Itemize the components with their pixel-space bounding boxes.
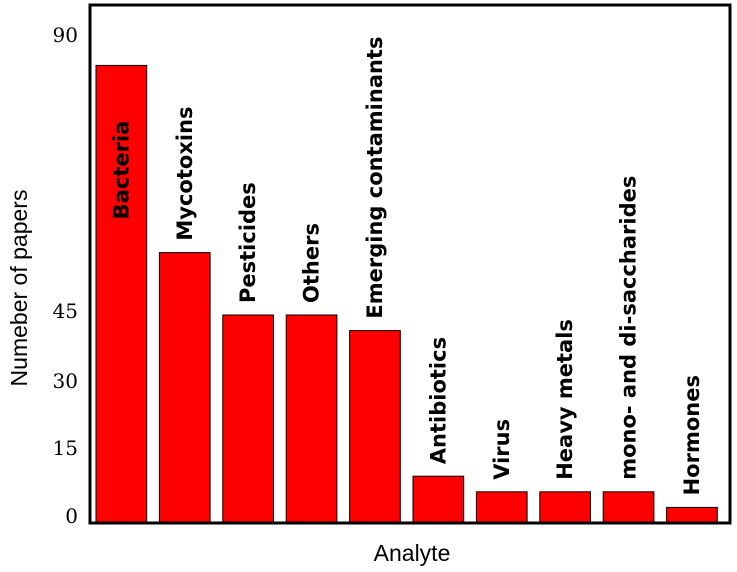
y-tick-0: 0 [65, 504, 78, 528]
y-tick-2: 30 [53, 369, 78, 393]
bar-9 [666, 506, 718, 524]
y-tick-4: 90 [53, 23, 78, 47]
bar-label-4: Emerging contaminants [363, 37, 387, 319]
bar-label-7: Heavy metals [553, 319, 577, 480]
bar-6 [475, 491, 528, 524]
bars [95, 64, 718, 524]
bar-2 [222, 314, 275, 524]
bar-label-0: Bacteria [109, 121, 133, 220]
bar-label-9: Hormones [680, 375, 704, 495]
bar-7 [539, 491, 591, 524]
y-tick-3: 45 [53, 299, 78, 323]
bar-1 [158, 252, 211, 524]
y-axis-title: Numeber of papers [6, 190, 32, 387]
x-axis-title: Analyte [374, 540, 451, 566]
y-tick-1: 15 [53, 436, 78, 460]
bar-0 [95, 64, 148, 524]
bar-label-2: Pesticides [236, 182, 260, 303]
y-tick-labels: 0 15 30 45 90 [53, 23, 78, 528]
bar-label-1: Mycotoxins [173, 106, 197, 240]
bar-label-5: Antibiotics [426, 337, 450, 464]
bar-5 [412, 475, 465, 524]
bar-label-3: Others [300, 223, 324, 303]
bar-8 [602, 491, 655, 524]
bar-labels: Bacteria Mycotoxins Pesticides Others Emergi… [109, 37, 704, 496]
bar-label-8: mono- and di-saccharides [617, 176, 641, 480]
bar-3 [285, 314, 338, 524]
bar-4 [349, 330, 401, 524]
plot-frame [88, 3, 732, 525]
bar-label-6: Virus [490, 419, 514, 480]
